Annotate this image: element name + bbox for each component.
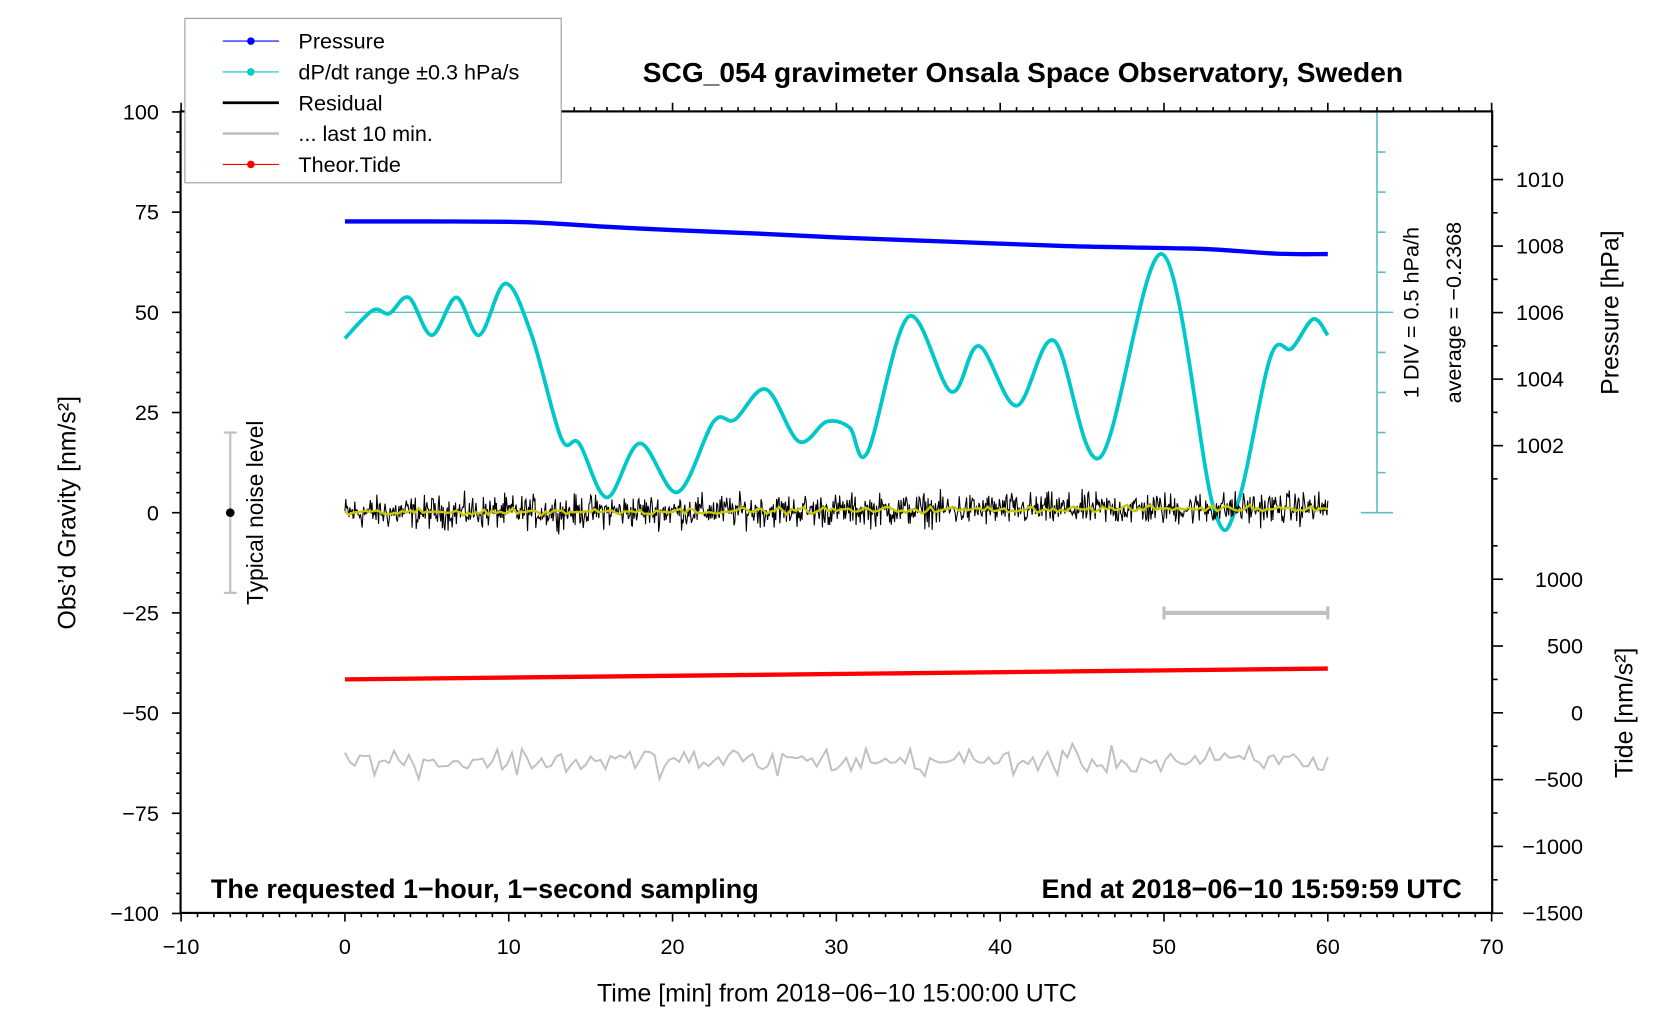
legend-label: Theor.Tide <box>298 152 400 177</box>
y-tick-label: −75 <box>122 801 159 826</box>
series-last-10-min-line <box>344 741 1329 783</box>
legend-box <box>184 17 562 184</box>
legend-label: dP/dt range ±0.3 hPa/s <box>298 59 519 84</box>
x-tick-label: 50 <box>1152 934 1176 959</box>
y-tick-label: −100 <box>110 901 159 926</box>
x-tick-label: 60 <box>1316 934 1340 959</box>
y-axis-title-left: Obs’d Gravity [nm/s²] <box>54 396 82 629</box>
legend-item: Pressure <box>222 29 385 54</box>
pressure-tick-label: 1008 <box>1516 234 1564 259</box>
legend-label: Residual <box>298 90 382 115</box>
tide-tick-label: 1000 <box>1535 567 1583 592</box>
y-tick-label: 100 <box>123 100 159 125</box>
x-tick-label: 70 <box>1480 934 1504 959</box>
end-time-note: End at 2018−06−10 15:59:59 UTC <box>1041 874 1461 904</box>
pressure-tick-label: 1010 <box>1516 167 1564 192</box>
series-residual-line <box>344 488 1329 535</box>
legend-item: Theor.Tide <box>222 152 401 177</box>
y-tick-label: −25 <box>122 600 159 625</box>
x-tick-label: −10 <box>163 934 200 959</box>
y-axis-title-pressure: Pressure [hPa] <box>1597 230 1625 394</box>
pressure-tick-label: 1006 <box>1516 300 1564 325</box>
tide-tick-label: −1000 <box>1522 834 1583 859</box>
x-axis-title: Time [min] from 2018−06−10 15:00:00 UTC <box>597 980 1077 1008</box>
legend-marker-dot <box>247 68 255 76</box>
y-tick-label: 50 <box>135 300 159 325</box>
x-tick-label: 20 <box>661 934 685 959</box>
legend-label: Pressure <box>298 29 384 54</box>
series-residual-smoothed-line <box>344 503 1329 518</box>
plot-frame <box>179 110 1494 914</box>
sampling-note: The requested 1−hour, 1−second sampling <box>211 874 759 904</box>
x-tick-label: 30 <box>824 934 848 959</box>
tide-tick-label: 500 <box>1547 634 1583 659</box>
x-tick-label: 0 <box>339 934 351 959</box>
series-theor-tide-line <box>344 666 1328 682</box>
series-layer <box>223 111 1394 783</box>
pressure-tick-label: 1004 <box>1516 367 1564 392</box>
x-tick-label: 10 <box>497 934 521 959</box>
noise-level-dot <box>225 508 235 518</box>
pressure-tick-label: 1002 <box>1516 433 1564 458</box>
tide-tick-label: −1500 <box>1522 901 1583 926</box>
tide-tick-label: 0 <box>1571 700 1583 725</box>
y-tick-label: 25 <box>135 400 159 425</box>
legend-marker-dot <box>247 160 255 169</box>
y-tick-label: −50 <box>122 701 159 726</box>
tide-tick-label: −500 <box>1534 767 1583 792</box>
legend-item: ... last 10 min. <box>222 121 433 146</box>
chart-title: SCG_054 gravimeter Onsala Space Observat… <box>643 57 1403 88</box>
series-pressure-line <box>344 219 1328 257</box>
legend: Pressure dP/dt range ±0.3 hPa/s Residual..… <box>184 17 562 184</box>
y-tick-label: 0 <box>147 500 159 525</box>
legend-item: Residual <box>222 90 383 115</box>
series-dp-dt-line <box>343 252 1330 533</box>
x-tick-label: 40 <box>988 934 1012 959</box>
axis-ticks: −10 0 10 20 30 40 50 60 701007550250−25−50−75−10… <box>110 100 1583 960</box>
legend-item: dP/dt range ±0.3 hPa/s <box>222 59 519 85</box>
noise-level-label: Typical noise level <box>242 421 268 605</box>
legend-marker-dot <box>247 37 255 45</box>
y-axis-title-tide: Tide [nm/s²] <box>1611 648 1639 778</box>
div-scale-label: 1 DIV = 0.5 hPa/h <box>1399 227 1424 398</box>
average-label: average = −0.2368 <box>1441 222 1466 403</box>
legend-label: ... last 10 min. <box>298 121 432 146</box>
y-tick-label: 75 <box>135 200 159 225</box>
